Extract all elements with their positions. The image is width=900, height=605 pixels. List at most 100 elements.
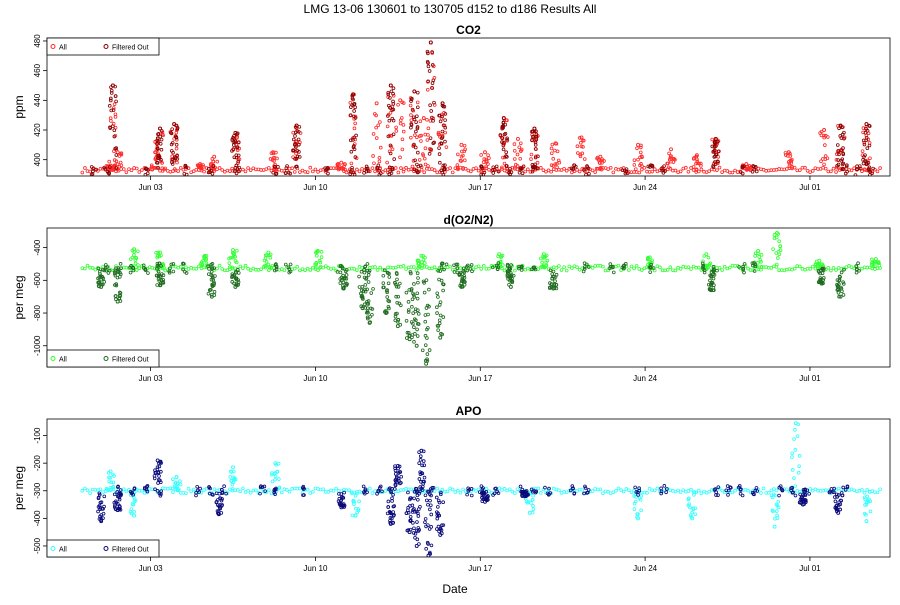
point-filtered	[272, 164, 277, 169]
point-filtered	[159, 278, 164, 283]
point-filtered	[113, 146, 117, 151]
point-filtered	[232, 155, 237, 160]
point-filtered	[198, 486, 202, 491]
point-filtered-peak	[438, 335, 443, 340]
point-filtered	[410, 503, 415, 508]
point-filtered	[793, 493, 798, 498]
point-all	[383, 168, 388, 172]
point-all	[463, 147, 467, 152]
point-filtered	[494, 164, 499, 169]
point-all	[639, 145, 643, 150]
point-filtered	[143, 486, 147, 491]
point-filtered	[388, 151, 393, 156]
point-filtered	[582, 261, 587, 265]
point-all	[228, 255, 233, 260]
point-filtered	[174, 142, 179, 147]
point-filtered	[415, 271, 420, 276]
point-filtered	[271, 170, 275, 175]
point-all	[758, 258, 763, 262]
point-filtered	[439, 141, 444, 146]
point-filtered	[754, 486, 759, 490]
point-filtered	[434, 495, 439, 500]
point-filtered	[611, 265, 615, 270]
point-filtered-peak	[412, 89, 417, 94]
legend-label: All	[59, 357, 67, 364]
point-filtered	[388, 169, 392, 174]
point-all	[482, 264, 486, 268]
point-all	[419, 139, 423, 143]
point-all	[822, 135, 826, 140]
point-all	[875, 169, 880, 174]
point-filtered	[141, 263, 146, 268]
point-all	[699, 167, 704, 172]
point-filtered-peak	[158, 126, 162, 131]
point-filtered	[415, 105, 420, 110]
point-all-peak	[694, 153, 699, 158]
point-filtered	[145, 171, 150, 176]
point-all	[831, 266, 836, 270]
point-filtered	[713, 487, 718, 491]
point-all	[292, 170, 297, 174]
point-all	[484, 164, 488, 169]
point-all	[531, 493, 535, 498]
point-all	[681, 488, 686, 492]
point-filtered	[113, 94, 118, 98]
point-filtered-peak	[523, 494, 527, 499]
point-all	[385, 124, 390, 129]
point-filtered	[363, 264, 368, 269]
point-all	[776, 499, 781, 504]
point-all	[417, 158, 422, 162]
point-all	[789, 161, 793, 165]
point-all	[775, 513, 779, 518]
point-all	[773, 516, 777, 521]
point-all	[770, 508, 775, 513]
point-all	[826, 135, 830, 139]
point-all-peak	[266, 250, 271, 255]
point-filtered	[391, 492, 395, 497]
point-filtered	[428, 136, 433, 140]
point-all	[699, 164, 703, 168]
point-filtered	[236, 153, 241, 158]
point-filtered	[842, 130, 846, 135]
point-filtered	[117, 497, 122, 502]
point-all	[270, 479, 275, 484]
point-filtered	[361, 484, 366, 489]
point-all	[378, 265, 382, 270]
point-all	[867, 490, 872, 494]
point-filtered	[168, 266, 172, 271]
point-all	[540, 260, 544, 265]
point-all	[564, 268, 569, 273]
point-filtered	[338, 270, 343, 275]
point-all	[268, 252, 273, 257]
point-all	[326, 490, 331, 494]
point-filtered	[611, 270, 616, 275]
point-filtered	[862, 142, 867, 147]
point-filtered	[131, 268, 136, 273]
point-all	[556, 158, 561, 163]
point-all	[204, 166, 209, 170]
point-filtered	[325, 167, 329, 172]
point-filtered	[181, 262, 185, 266]
point-filtered	[426, 523, 430, 527]
point-all	[432, 265, 437, 270]
point-filtered	[413, 510, 417, 514]
point-all	[629, 264, 634, 269]
point-filtered	[351, 145, 356, 150]
point-filtered	[710, 144, 715, 149]
point-filtered	[378, 171, 383, 175]
point-all	[632, 507, 637, 511]
point-all	[551, 157, 556, 161]
point-all	[111, 472, 115, 477]
point-filtered	[436, 513, 441, 518]
point-all	[759, 259, 763, 264]
point-all	[692, 493, 696, 497]
point-all	[385, 168, 390, 172]
point-filtered-peak	[414, 544, 419, 548]
point-filtered	[406, 300, 411, 304]
point-filtered	[412, 293, 416, 297]
point-all	[601, 491, 605, 495]
point-filtered	[868, 173, 872, 176]
point-all	[425, 265, 429, 269]
point-filtered	[551, 269, 556, 274]
point-filtered	[399, 480, 403, 485]
